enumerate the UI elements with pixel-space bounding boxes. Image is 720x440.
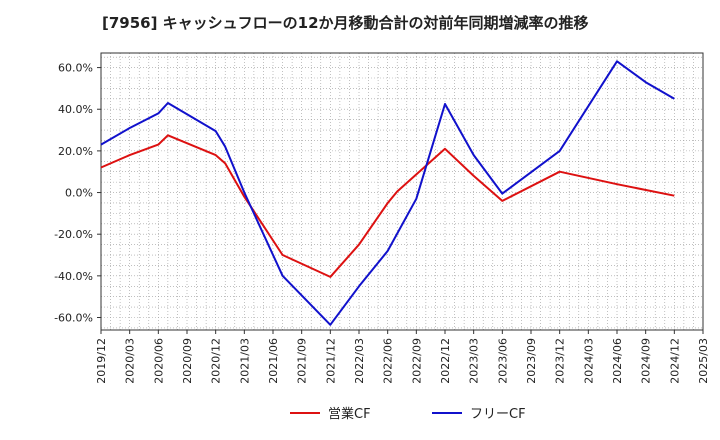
series-line bbox=[100, 60, 675, 326]
x-tick-label: 2019/12 bbox=[95, 338, 108, 384]
y-tick-label: 20.0% bbox=[58, 145, 93, 158]
x-tick-label: 2024/12 bbox=[668, 338, 681, 384]
x-tick-label: 2020/06 bbox=[152, 338, 165, 384]
x-tick-label: 2020/12 bbox=[210, 338, 223, 384]
x-tick-label: 2022/03 bbox=[353, 338, 366, 384]
legend-label: 営業CF bbox=[328, 406, 371, 422]
x-tick-label: 2021/12 bbox=[324, 338, 337, 384]
x-tick-label: 2022/06 bbox=[382, 338, 395, 384]
x-tick-label: 2024/09 bbox=[640, 338, 653, 384]
x-tick-label: 2020/09 bbox=[181, 338, 194, 384]
y-tick-label: 40.0% bbox=[58, 103, 93, 116]
y-tick-label: -60.0% bbox=[54, 312, 93, 325]
x-tick-label: 2023/06 bbox=[496, 338, 509, 384]
y-tick-label: 60.0% bbox=[58, 62, 93, 75]
x-tick-label: 2021/03 bbox=[238, 338, 251, 384]
x-tick-label: 2020/03 bbox=[124, 338, 137, 384]
x-tick-label: 2022/12 bbox=[439, 338, 452, 384]
legend-label: フリーCF bbox=[470, 407, 526, 422]
series-line bbox=[100, 134, 675, 278]
x-tick-label: 2024/06 bbox=[611, 338, 624, 384]
chart-title: [7956] キャッシュフローの12か月移動合計の対前年同期増減率の推移 bbox=[102, 14, 589, 32]
x-tick-label: 2021/06 bbox=[267, 338, 280, 384]
y-tick-label: -20.0% bbox=[54, 228, 93, 241]
x-tick-label: 2023/12 bbox=[554, 338, 567, 384]
y-tick-label: 0.0% bbox=[65, 187, 93, 200]
x-tick-label: 2023/09 bbox=[525, 338, 538, 384]
x-tick-label: 2024/03 bbox=[582, 338, 595, 384]
x-tick-label: 2021/09 bbox=[296, 338, 309, 384]
plot-border bbox=[100, 52, 704, 331]
x-tick-label: 2025/03 bbox=[697, 338, 710, 384]
x-tick-label: 2022/09 bbox=[410, 338, 423, 384]
x-tick-label: 2023/03 bbox=[468, 338, 481, 384]
plot-area bbox=[101, 53, 703, 330]
y-tick-label: -40.0% bbox=[54, 270, 93, 283]
